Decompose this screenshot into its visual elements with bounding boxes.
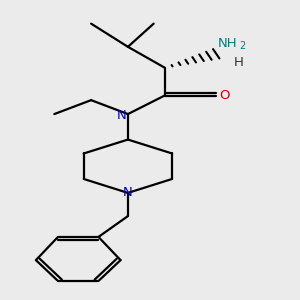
Text: N: N	[116, 109, 126, 122]
Text: O: O	[219, 89, 230, 102]
Text: NH: NH	[218, 37, 238, 50]
Text: H: H	[234, 56, 244, 69]
Text: N: N	[123, 186, 133, 200]
Text: 2: 2	[239, 41, 246, 52]
